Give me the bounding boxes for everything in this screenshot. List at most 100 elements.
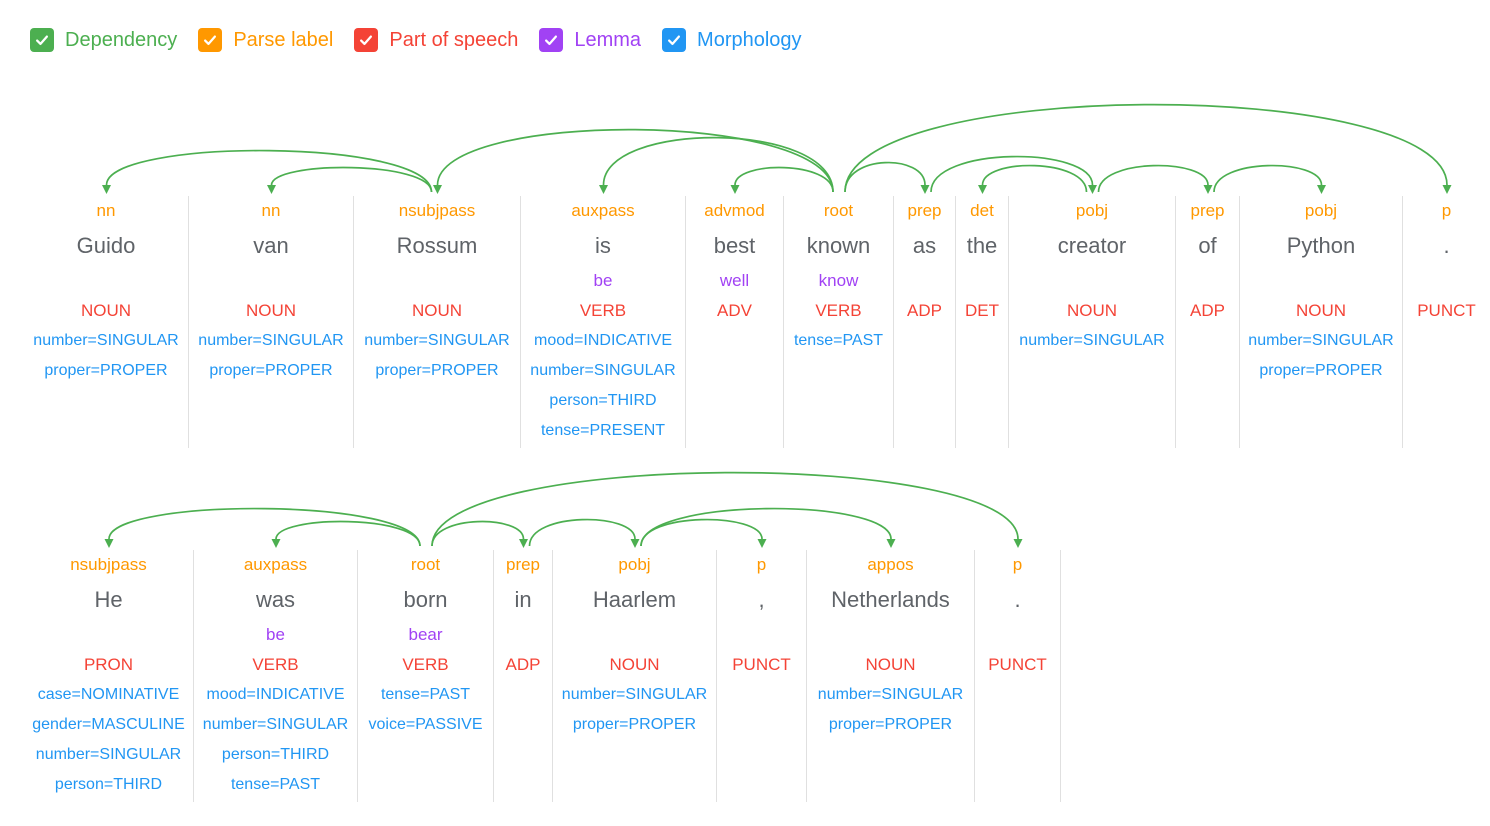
dependency-arc-det (981, 164, 1088, 193)
token-guido[interactable]: nn Guido NOUN number=SINGULAR proper=PROPER (24, 196, 189, 448)
parse-label: auxpass (243, 555, 308, 574)
morphology-feature: tense=PRESENT (540, 422, 666, 439)
arrowhead-icon (978, 185, 987, 194)
token-in[interactable]: prep in ADP (494, 550, 553, 802)
toggle-label-dependency: Dependency (65, 29, 178, 51)
token-word: as (912, 233, 937, 258)
toggle-label-part-of-speech: Part of speech (389, 29, 519, 51)
morphology-feature: number=SINGULAR (530, 362, 676, 379)
token-best[interactable]: advmod best well ADV (686, 196, 784, 448)
token-python[interactable]: pobj Python NOUN number=SINGULAR proper=PROP… (1240, 196, 1403, 448)
dependency-arc-p (844, 103, 1448, 193)
morphology-feature: number=SINGULAR (35, 746, 182, 763)
token-word: known (806, 233, 871, 258)
token-haarlem[interactable]: pobj Haarlem NOUN number=SINGULAR proper=PRO… (553, 550, 717, 802)
parse-label: prep (505, 555, 541, 574)
toggle-morphology[interactable]: Morphology (662, 28, 802, 52)
token-comma[interactable]: p, PUNCT (717, 550, 807, 802)
lemma: know (818, 271, 859, 290)
token-he[interactable]: nsubjpass He PRON case=NOMINATIVE gender=MAS… (24, 550, 194, 802)
part-of-speech: PUNCT (732, 655, 791, 674)
token-period[interactable]: p. PUNCT (975, 550, 1061, 802)
parse-label-checkbox-checked-icon[interactable] (198, 28, 223, 52)
dependency-arc-prep (844, 161, 926, 193)
parse-label: nn (96, 201, 116, 220)
lemma (894, 266, 955, 296)
arrowhead-icon (102, 185, 111, 194)
parse-label: p (1441, 201, 1452, 220)
token-word: is (595, 233, 611, 258)
morphology-list: number=SINGULAR proper=PROPER (189, 326, 353, 386)
arrowhead-icon (920, 185, 930, 194)
morphology-list: tense=PAST voice=PASSIVE (358, 680, 493, 740)
part-of-speech: NOUN (411, 301, 463, 320)
toggle-dependency[interactable]: Dependency (30, 28, 177, 52)
morphology-feature: proper=PROPER (572, 716, 697, 733)
token-word: of (1198, 233, 1217, 258)
token-word: He (94, 587, 123, 612)
token-word: best (713, 233, 756, 258)
part-of-speech: VERB (815, 301, 862, 320)
toggle-lemma[interactable]: Lemma (539, 28, 641, 52)
toggle-label-morphology: Morphology (697, 29, 802, 51)
dependency-arc-prep (1097, 164, 1209, 193)
morphology-feature: person=THIRD (549, 392, 657, 409)
token-word: in (514, 587, 532, 612)
morphology-feature: number=SINGULAR (1019, 332, 1165, 349)
lemma (189, 266, 353, 296)
dependency-arcs (104, 471, 1023, 548)
part-of-speech: ADP (907, 301, 942, 320)
morphology-checkbox-checked-icon[interactable] (662, 28, 687, 52)
toggle-label-parse-label: Parse label (233, 29, 334, 51)
token-born[interactable]: root born bear VERB tense=PAST voice=PASSIVE (358, 550, 494, 802)
morphology-feature: proper=PROPER (828, 716, 953, 733)
part-of-speech-checkbox-checked-icon[interactable] (354, 28, 379, 52)
token-creator[interactable]: pobj creator NOUN number=SINGULAR (1009, 196, 1176, 448)
token-word: Guido (76, 233, 136, 258)
dependency-arc-p (431, 471, 1019, 547)
dependency-arc-auxpass (602, 136, 834, 193)
token-word: Haarlem (592, 587, 677, 612)
arrowhead-icon (104, 539, 114, 548)
token-netherlands[interactable]: appos Netherlands NOUN number=SINGULAR prope… (807, 550, 975, 802)
dependency-checkbox-checked-icon[interactable] (30, 28, 54, 52)
token-row: nn Guido NOUN number=SINGULAR proper=PROPER n… (0, 196, 1490, 448)
part-of-speech: NOUN (609, 655, 660, 674)
part-of-speech: PUNCT (1417, 301, 1476, 320)
toggle-parse-label[interactable]: Parse label (198, 28, 333, 52)
token-is[interactable]: auxpass is be VERB mood=INDICATIVE number=SIN… (521, 196, 686, 448)
arrowhead-icon (1203, 185, 1213, 194)
toggle-part-of-speech[interactable]: Part of speech (354, 28, 518, 52)
dependency-arc-nn (105, 149, 433, 193)
token-known[interactable]: root known know VERB tense=PAST (784, 196, 894, 448)
morphology-feature: proper=PROPER (375, 362, 499, 379)
morphology-feature: number=SINGULAR (561, 686, 708, 703)
lemma (1240, 266, 1402, 296)
token-period[interactable]: p. PUNCT (1403, 196, 1490, 448)
dependency-arc-nsubjpass (436, 128, 834, 193)
token-the[interactable]: det the DET (956, 196, 1009, 448)
morphology-feature: proper=PROPER (44, 362, 168, 379)
dependency-arc-nn (270, 166, 433, 193)
part-of-speech: VERB (252, 655, 299, 674)
token-word: the (966, 233, 998, 258)
token-as[interactable]: prep as ADP (894, 196, 956, 448)
lemma: well (719, 271, 750, 290)
lemma (24, 266, 188, 296)
parse-label: pobj (1304, 201, 1338, 220)
morphology-feature: tense=PAST (793, 332, 884, 349)
arrowhead-icon (267, 185, 276, 194)
token-van[interactable]: nn van NOUN number=SINGULAR proper=PROPER (189, 196, 354, 448)
parse-label: nsubjpass (398, 201, 476, 220)
sentence-2: nsubjpass He PRON case=NOMINATIVE gender=MAS… (0, 455, 1490, 802)
part-of-speech: PUNCT (988, 655, 1047, 674)
morphology-list: number=SINGULAR proper=PROPER (1240, 326, 1402, 386)
token-rossum[interactable]: nsubjpass Rossum NOUN number=SINGULAR proper… (354, 196, 521, 448)
token-of[interactable]: prep of ADP (1176, 196, 1240, 448)
checkmark-icon (360, 35, 373, 46)
dependency-arc-appos (640, 507, 892, 547)
part-of-speech: ADV (717, 301, 752, 320)
lemma-checkbox-checked-icon[interactable] (539, 28, 564, 52)
token-was[interactable]: auxpass was be VERB mood=INDICATIVE number=SI… (194, 550, 358, 802)
arrowhead-icon (1317, 185, 1326, 194)
